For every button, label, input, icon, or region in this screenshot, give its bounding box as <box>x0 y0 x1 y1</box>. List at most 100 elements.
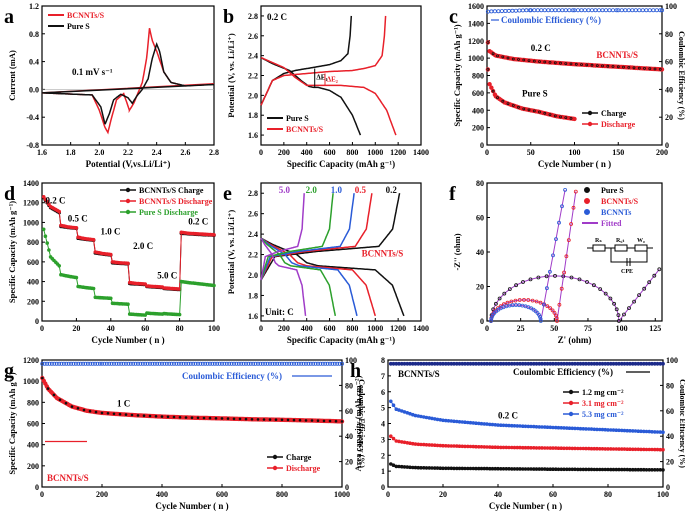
area-marker-red <box>446 444 451 448</box>
area-marker-black <box>529 467 533 471</box>
ce-marker <box>66 361 71 366</box>
ce-marker <box>517 8 522 13</box>
area-marker-black <box>501 466 506 471</box>
y-tick-label-d: 400 <box>27 278 39 287</box>
ce-marker <box>191 361 196 366</box>
area-marker-black <box>617 467 621 472</box>
y-tick-label-c: 600 <box>472 89 484 98</box>
ce-marker <box>193 361 198 366</box>
area-marker-red <box>650 447 654 452</box>
ce-marker <box>267 361 272 366</box>
area-marker-blue <box>397 408 401 412</box>
y-tick-label-h: 1 <box>381 467 385 476</box>
ce-marker <box>637 8 642 13</box>
x-tick-label-f: 0 <box>485 324 489 333</box>
ce-marker <box>315 361 320 366</box>
charge-marker <box>637 66 641 70</box>
charge-marker <box>532 109 536 113</box>
area-marker-black <box>644 467 649 472</box>
eis-marker-red <box>505 300 510 305</box>
legend-marker <box>568 400 574 406</box>
y-tick-label-f: 40 <box>476 248 484 257</box>
charge-marker <box>214 416 218 420</box>
ce-marker <box>567 8 572 13</box>
y-tick-label-h: 8 <box>381 356 385 365</box>
x-tick-label-c: 200 <box>656 148 668 157</box>
area-marker-black <box>452 466 456 471</box>
area-marker-red <box>523 445 528 450</box>
ce-marker <box>207 361 212 366</box>
x-tick-label-d: 20 <box>72 324 80 333</box>
area-marker-red <box>617 447 621 451</box>
area-marker-blue <box>578 426 583 431</box>
charge-marker <box>543 111 547 115</box>
ce-marker <box>59 361 64 366</box>
area-marker-blue <box>446 418 451 423</box>
rate-marker-red <box>126 261 130 266</box>
ce-marker <box>128 361 133 366</box>
ce-marker <box>651 8 656 13</box>
ce-marker <box>47 361 52 366</box>
legend-marker <box>584 187 590 193</box>
eis-marker-blue <box>545 286 549 291</box>
ce-marker <box>320 361 325 366</box>
rate-curve-label: 5.0 <box>279 185 291 195</box>
area-marker-red <box>600 446 605 451</box>
eis-marker-black <box>502 291 507 296</box>
ce-marker <box>135 361 140 366</box>
area-marker-red <box>402 440 407 445</box>
eis-marker-black <box>637 293 641 298</box>
rate-step-label: 2.0 C <box>133 241 153 251</box>
y-tick-label-h: 7 <box>381 372 385 381</box>
y-tick-label-c: 800 <box>472 72 484 81</box>
eis-marker-red <box>571 205 576 210</box>
area-marker-blue <box>485 422 489 426</box>
y-tick-label-f: 80 <box>476 179 484 188</box>
ce-marker <box>323 361 328 366</box>
area-marker-black <box>578 467 583 472</box>
ce-marker <box>234 361 239 366</box>
area-marker-red <box>567 446 572 451</box>
y-axis-label-b: Potential (V, vs. Li/Li⁺) <box>226 33 236 118</box>
area-marker-blue <box>507 423 511 428</box>
y-tick-label-a: 0.8 <box>29 30 39 39</box>
area-marker-red <box>540 446 544 450</box>
legend-marker <box>568 411 574 417</box>
ce-marker <box>633 8 638 13</box>
eis-marker-black <box>592 283 596 288</box>
y2-axis-label-h: Coulombic Efficiency (%) <box>678 379 685 468</box>
charge-marker <box>501 55 505 59</box>
ce-marker <box>212 361 217 366</box>
ce-marker <box>248 361 253 366</box>
area-marker-blue <box>457 419 462 424</box>
ce-marker <box>284 361 289 366</box>
x-tick-label-d: 80 <box>176 324 184 333</box>
ce-marker <box>217 361 222 366</box>
ce-marker <box>299 361 304 366</box>
y2-tick-label-g: 100 <box>345 356 357 365</box>
eis-marker-black <box>627 306 631 311</box>
charge-marker <box>548 113 552 116</box>
ce-marker <box>40 361 45 366</box>
ce-marker <box>143 361 148 366</box>
area-marker-blue <box>430 416 434 421</box>
rate-marker-red <box>91 237 96 242</box>
circuit-element <box>614 244 628 252</box>
ce-marker <box>116 361 121 366</box>
y-tick-label-g: 800 <box>27 398 39 407</box>
eis-marker-blue <box>554 237 558 242</box>
charge-marker <box>154 414 158 418</box>
area-marker-black <box>661 468 665 472</box>
x-tick-label-b: 1400 <box>413 148 429 157</box>
y-tick-label-d: 1000 <box>23 218 39 227</box>
eis-marker-black <box>585 280 589 284</box>
area-marker-red <box>485 445 489 449</box>
charge-marker <box>517 105 520 109</box>
y2-tick-label-g: 40 <box>345 432 353 441</box>
charge-marker <box>136 414 140 417</box>
y-tick-label-h: 2 <box>381 451 385 460</box>
ce-marker <box>311 361 316 366</box>
area-marker-red <box>457 444 462 449</box>
bcnnts-label: BCNNTs/S <box>47 473 89 483</box>
area-marker-blue <box>622 428 627 433</box>
